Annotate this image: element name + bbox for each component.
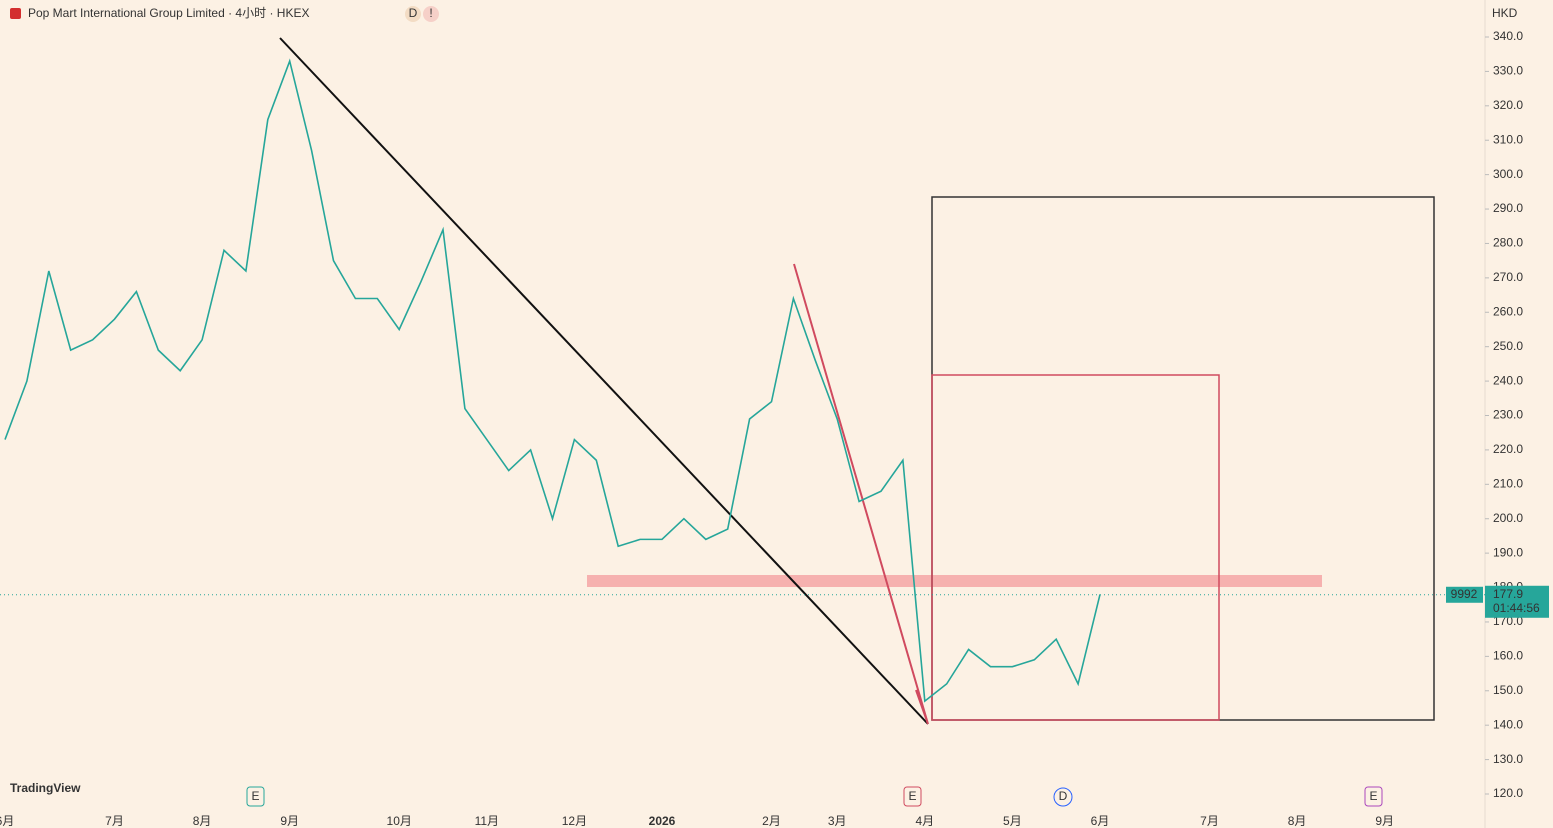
trend-line [279, 37, 929, 725]
symbol-label: 9992 [1451, 587, 1478, 601]
event-label: E [251, 789, 259, 803]
y-tick-label: 240.0 [1493, 373, 1523, 387]
symbol-tag [1446, 586, 1483, 603]
y-tick-label: 320.0 [1493, 98, 1523, 112]
x-tick-label: 2月 [762, 814, 781, 828]
x-tick-label: 10月 [387, 814, 412, 828]
y-tick-label: 280.0 [1493, 236, 1523, 250]
y-tick-label: 140.0 [1493, 717, 1523, 731]
trend-line [793, 263, 929, 725]
y-tick-label: 190.0 [1493, 545, 1523, 559]
x-tick-label: 7月 [105, 814, 124, 828]
event-marker[interactable]: E [246, 786, 265, 807]
event-marker[interactable]: E [1364, 786, 1383, 807]
x-tick-label: 3月 [828, 814, 847, 828]
y-tick-label: 120.0 [1493, 786, 1523, 800]
y-tick-label: 270.0 [1493, 270, 1523, 284]
x-tick-label: 2026 [649, 814, 676, 828]
y-tick-label: 200.0 [1493, 511, 1523, 525]
event-label: E [1369, 789, 1377, 803]
x-tick-label: 12月 [562, 814, 587, 828]
badge-label: ! [429, 6, 432, 20]
badge [423, 6, 439, 22]
x-tick-label: 6月 [0, 814, 14, 828]
y-tick-label: 340.0 [1493, 29, 1523, 43]
box [931, 374, 1220, 721]
y-tick-label: 220.0 [1493, 442, 1523, 456]
chart-title: Pop Mart International Group Limited · 4… [28, 6, 309, 20]
x-tick-label: 8月 [193, 814, 212, 828]
x-tick-label: 5月 [1003, 814, 1022, 828]
y-tick-label: 330.0 [1493, 64, 1523, 78]
zone [587, 575, 1322, 587]
y-tick-label: 230.0 [1493, 408, 1523, 422]
event-label: D [1059, 789, 1068, 803]
y-tick-label: 290.0 [1493, 201, 1523, 215]
x-tick-label: 11月 [475, 814, 499, 828]
y-tick-label: 150.0 [1493, 683, 1523, 697]
y-tick-label: 300.0 [1493, 167, 1523, 181]
event-label: E [908, 789, 916, 803]
event-marker[interactable]: E [903, 786, 922, 807]
x-tick-label: 9月 [280, 814, 299, 828]
x-tick-label: 6月 [1091, 814, 1110, 828]
x-tick-label: 7月 [1200, 814, 1219, 828]
x-tick-label: 8月 [1288, 814, 1307, 828]
event-marker[interactable]: D [1053, 787, 1073, 807]
x-tick-label: 9月 [1375, 814, 1394, 828]
y-tick-label: 130.0 [1493, 752, 1523, 766]
currency[interactable]: HKD [1492, 6, 1518, 20]
price-label: 177.9 [1493, 587, 1523, 601]
badge [405, 6, 421, 22]
badge-label: D [409, 6, 418, 20]
y-tick-label: 250.0 [1493, 339, 1523, 353]
y-tick-label: 260.0 [1493, 304, 1523, 318]
y-tick-label: 210.0 [1493, 476, 1523, 490]
y-tick-label: 160.0 [1493, 649, 1523, 663]
logo [10, 8, 21, 19]
y-tick-label: 310.0 [1493, 132, 1523, 146]
price-line [4, 58, 1101, 703]
x-tick-label: 4月 [915, 814, 934, 828]
price-tag [1485, 585, 1549, 618]
countdown-label: 01:44:56 [1493, 601, 1540, 615]
brand: TradingView [10, 781, 81, 795]
